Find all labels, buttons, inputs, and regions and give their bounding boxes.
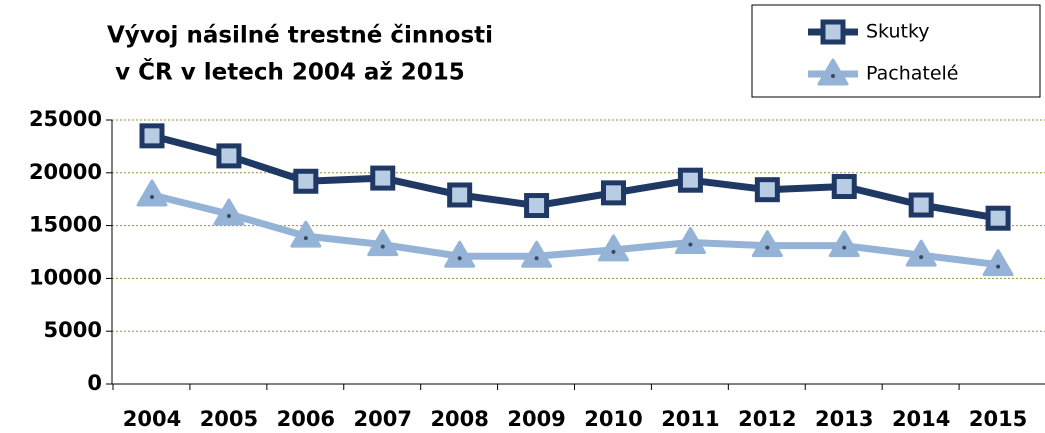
x-tick-label: 2004 — [123, 407, 181, 431]
x-tick-label: 2010 — [584, 407, 642, 431]
marker — [982, 249, 1014, 277]
marker — [139, 123, 165, 149]
marker — [908, 192, 934, 218]
marker — [136, 179, 168, 207]
x-tick-label: 2013 — [815, 407, 873, 431]
marker — [985, 205, 1011, 231]
x-tick-label: 2014 — [892, 407, 950, 431]
marker-dot — [919, 255, 924, 260]
marker-dot — [611, 249, 616, 254]
marker-dot — [688, 242, 693, 247]
marker — [831, 174, 857, 200]
marker-dot — [380, 244, 385, 249]
marker — [677, 167, 703, 193]
marker — [828, 230, 860, 258]
marker — [444, 240, 476, 268]
series-line — [151, 132, 999, 222]
chart-title: v ČR v letech 2004 až 2015 — [115, 58, 465, 86]
marker-dot — [765, 245, 770, 250]
y-tick-label: 20000 — [29, 160, 102, 184]
marker — [213, 198, 245, 226]
y-tick-label: 5000 — [44, 318, 102, 342]
y-tick-label: 15000 — [29, 213, 102, 237]
x-tick-label: 2012 — [738, 407, 796, 431]
y-tick-label: 10000 — [29, 265, 102, 289]
x-tick-label: 2008 — [430, 407, 488, 431]
marker — [674, 226, 706, 254]
chart-title: Vývoj násilné trestné činnosti — [107, 23, 493, 49]
marker — [817, 58, 849, 86]
x-tick-label: 2005 — [200, 407, 258, 431]
marker-dot — [303, 236, 308, 241]
marker — [820, 19, 846, 45]
marker — [216, 143, 242, 169]
marker — [293, 168, 319, 194]
marker — [367, 229, 399, 257]
legend-label: Skutky — [866, 21, 930, 43]
marker — [751, 230, 783, 258]
marker — [598, 234, 629, 262]
marker-dot — [150, 194, 154, 199]
marker — [521, 240, 553, 268]
y-tick-label: 25000 — [29, 107, 102, 131]
marker-dot — [534, 256, 539, 261]
marker — [601, 180, 626, 206]
marker — [370, 165, 396, 191]
marker — [754, 177, 780, 203]
series-line — [151, 191, 999, 269]
marker-dot — [226, 213, 231, 218]
marker — [524, 193, 550, 219]
y-tick-label: 0 — [87, 371, 102, 395]
x-tick-label: 2009 — [507, 407, 565, 431]
legend-box — [751, 4, 1041, 98]
marker — [447, 182, 473, 208]
marker-dot — [842, 245, 847, 250]
marker-dot — [457, 256, 462, 261]
x-tick-label: 2015 — [969, 407, 1027, 431]
marker — [290, 220, 322, 248]
x-tick-label: 2007 — [354, 407, 412, 431]
x-tick-label: 2006 — [277, 407, 335, 431]
legend-label: Pachatelé — [866, 63, 959, 85]
marker-dot — [996, 264, 1001, 269]
x-tick-label: 2011 — [661, 407, 719, 431]
marker-dot — [831, 74, 835, 78]
marker — [905, 239, 937, 267]
